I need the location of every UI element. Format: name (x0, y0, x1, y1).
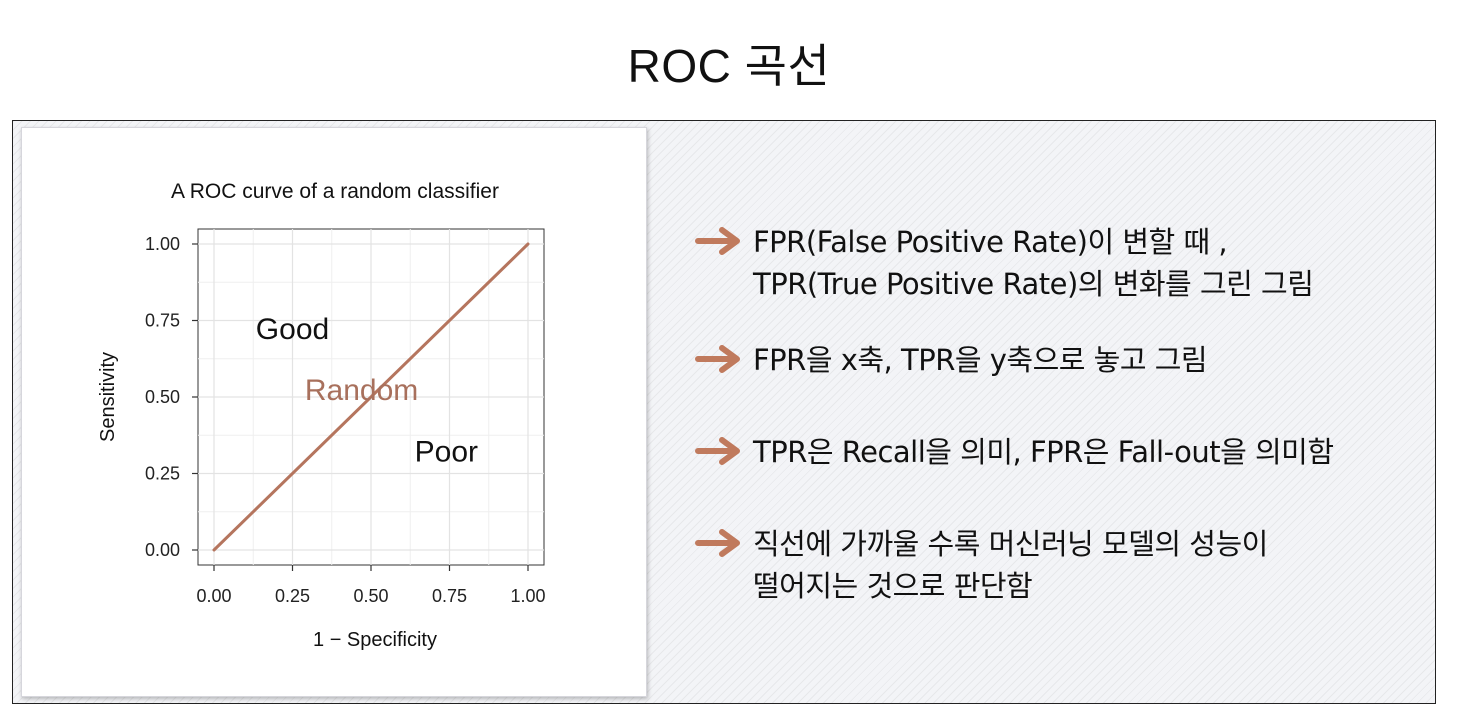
content-frame: A ROC curve of a random classifier 0.00 0… (12, 120, 1436, 704)
bullet-text: TPR은 Recall을 의미, FPR은 Fall-out을 의미함 (753, 431, 1334, 473)
bullet-line: FPR을 x축, TPR을 y축으로 놓고 그림 (753, 343, 1208, 377)
y-axis-label: Sensitivity (97, 352, 119, 442)
annotation-random: Random (305, 374, 418, 407)
bullet-line: FPR(False Positive Rate)이 변할 때 , (753, 225, 1228, 259)
bullet-line: TPR(True Positive Rate)의 변화를 그린 그림 (753, 267, 1314, 301)
series-line-random (212, 242, 530, 552)
axis-ticks: 0.00 0.25 0.50 0.75 1.00 0.00 0.25 0.50 0.75 1.00 (145, 234, 546, 606)
arrow-right-icon (695, 345, 740, 373)
bullet-text: FPR을 x축, TPR을 y축으로 놓고 그림 (753, 339, 1208, 381)
x-tick-label: 0.75 (432, 586, 467, 606)
arrow-right-icon (695, 529, 740, 557)
grid-lines (198, 229, 544, 565)
bullet-line: TPR은 Recall을 의미, FPR은 Fall-out을 의미함 (753, 435, 1334, 469)
annotations: Good Random Poor (256, 313, 478, 468)
x-axis-label: 1 − Specificity (313, 629, 437, 651)
x-tick-label: 0.25 (275, 586, 310, 606)
y-tick-label: 1.00 (145, 234, 180, 254)
bullet-text: FPR(False Positive Rate)이 변할 때 , TPR(Tru… (753, 221, 1314, 305)
chart-card: A ROC curve of a random classifier 0.00 0… (21, 127, 647, 697)
x-tick-label: 0.50 (353, 586, 388, 606)
page-title: ROC 곡선 (627, 40, 831, 92)
chart-title: A ROC curve of a random classifier (171, 180, 499, 203)
bullet-line: 직선에 가까울 수록 머신러닝 모델의 성능이 (753, 527, 1268, 561)
roc-chart: A ROC curve of a random classifier 0.00 0… (97, 180, 546, 651)
y-tick-label: 0.25 (145, 464, 180, 484)
y-tick-label: 0.50 (145, 387, 180, 407)
arrow-right-icon (695, 227, 740, 255)
annotation-good: Good (256, 313, 329, 346)
y-tick-label: 0.75 (145, 311, 180, 331)
x-tick-label: 1.00 (510, 586, 545, 606)
bullet-line: 떨어지는 것으로 판단함 (753, 569, 1033, 603)
arrow-right-icon (695, 437, 740, 465)
x-tick-label: 0.00 (196, 586, 231, 606)
y-tick-label: 0.00 (145, 540, 180, 560)
series-layer (212, 242, 530, 552)
bullet-text: 직선에 가까울 수록 머신러닝 모델의 성능이 떨어지는 것으로 판단함 (753, 523, 1268, 607)
annotation-poor: Poor (415, 435, 478, 468)
